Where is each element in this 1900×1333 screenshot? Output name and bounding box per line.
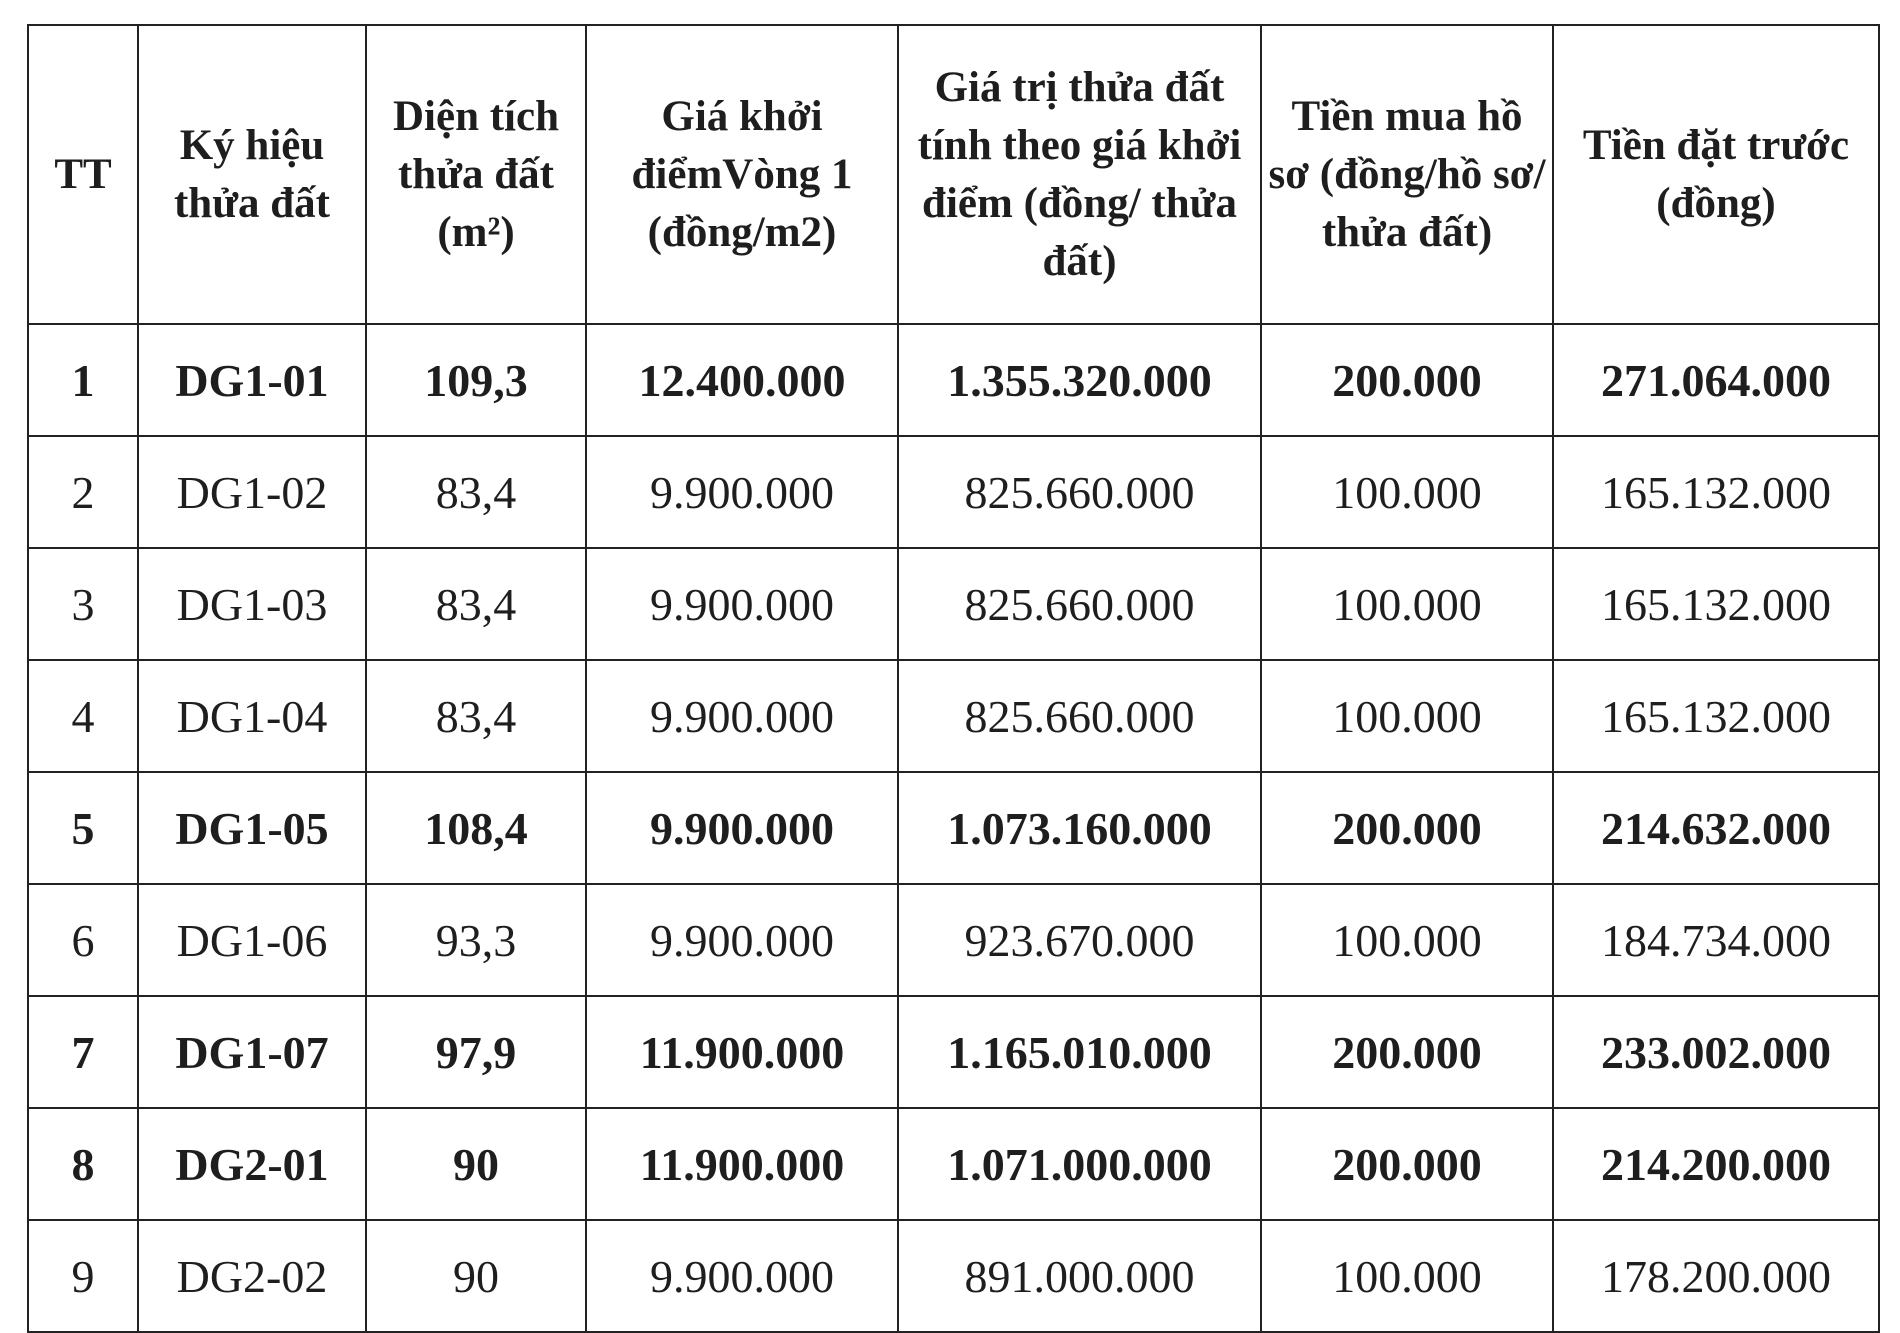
- table-cell: DG1-04: [137, 659, 367, 773]
- table-cell: DG2-02: [137, 1219, 367, 1333]
- table-cell: 165.132.000: [1552, 547, 1880, 661]
- table-row: 4 DG1-04 83,4 9.900.000 825.660.000 100.000 16…: [27, 659, 1880, 773]
- table-cell: 1: [27, 323, 139, 437]
- header-cell: Diện tích thửa đất (m²): [365, 24, 587, 325]
- table-cell: DG1-02: [137, 435, 367, 549]
- table-cell: DG1-03: [137, 547, 367, 661]
- table-cell: 165.132.000: [1552, 659, 1880, 773]
- table-cell: DG1-06: [137, 883, 367, 997]
- table-cell: 1.165.010.000: [897, 995, 1262, 1109]
- table-cell: 825.660.000: [897, 659, 1262, 773]
- table-row: 3 DG1-03 83,4 9.900.000 825.660.000 100.000 16…: [27, 547, 1880, 661]
- table-cell: 109,3: [365, 323, 587, 437]
- table-cell: 233.002.000: [1552, 995, 1880, 1109]
- table-cell: 1.071.000.000: [897, 1107, 1262, 1221]
- table-cell: DG1-01: [137, 323, 367, 437]
- table-cell: 9.900.000: [585, 771, 899, 885]
- table-cell: 3: [27, 547, 139, 661]
- table-cell: 8: [27, 1107, 139, 1221]
- table-cell: 165.132.000: [1552, 435, 1880, 549]
- table-cell: 9.900.000: [585, 435, 899, 549]
- table-cell: 214.632.000: [1552, 771, 1880, 885]
- table-row: 9 DG2-02 90 9.900.000 891.000.000 100.000 178.…: [27, 1219, 1880, 1333]
- table-cell: 2: [27, 435, 139, 549]
- table-cell: 90: [365, 1219, 587, 1333]
- table-cell: 93,3: [365, 883, 587, 997]
- header-cell: Tiền đặt trước (đồng): [1552, 24, 1880, 325]
- table-cell: 7: [27, 995, 139, 1109]
- table-cell: 923.670.000: [897, 883, 1262, 997]
- table-cell: 9: [27, 1219, 139, 1333]
- header-cell: Giá khởi điểmVòng 1 (đồng/m2): [585, 24, 899, 325]
- table-cell: 90: [365, 1107, 587, 1221]
- table-cell: 12.400.000: [585, 323, 899, 437]
- table-cell: 1.355.320.000: [897, 323, 1262, 437]
- table-cell: 9.900.000: [585, 883, 899, 997]
- header-cell: Giá trị thửa đất tính theo giá khởi điểm…: [897, 24, 1262, 325]
- table-cell: 97,9: [365, 995, 587, 1109]
- table-cell: 9.900.000: [585, 659, 899, 773]
- table-cell: 100.000: [1260, 883, 1554, 997]
- table-cell: 100.000: [1260, 435, 1554, 549]
- table-row: 7 DG1-07 97,9 11.900.000 1.165.010.000 200.00…: [27, 995, 1880, 1109]
- table-cell: 1.073.160.000: [897, 771, 1262, 885]
- table-cell: 11.900.000: [585, 995, 899, 1109]
- header-row: TT Ký hiệu thửa đất Diện tích thửa đất (m²…: [27, 24, 1880, 325]
- table-cell: 108,4: [365, 771, 587, 885]
- table-cell: 4: [27, 659, 139, 773]
- table-cell: 9.900.000: [585, 1219, 899, 1333]
- table-cell: 891.000.000: [897, 1219, 1262, 1333]
- land-table: TT Ký hiệu thửa đất Diện tích thửa đất (m²…: [27, 24, 1880, 1333]
- table-row: 1 DG1-01 109,3 12.400.000 1.355.320.000 200.0…: [27, 323, 1880, 437]
- table-cell: 200.000: [1260, 1107, 1554, 1221]
- table-cell: 83,4: [365, 659, 587, 773]
- table-row: 5 DG1-05 108,4 9.900.000 1.073.160.000 200.00…: [27, 771, 1880, 885]
- table-cell: 178.200.000: [1552, 1219, 1880, 1333]
- table-cell: 184.734.000: [1552, 883, 1880, 997]
- table-cell: 11.900.000: [585, 1107, 899, 1221]
- table-cell: 83,4: [365, 435, 587, 549]
- table-cell: 825.660.000: [897, 547, 1262, 661]
- table-cell: 83,4: [365, 547, 587, 661]
- table-cell: 5: [27, 771, 139, 885]
- table-cell: 214.200.000: [1552, 1107, 1880, 1221]
- header-cell: Ký hiệu thửa đất: [137, 24, 367, 325]
- table-cell: DG1-07: [137, 995, 367, 1109]
- table-cell: 271.064.000: [1552, 323, 1880, 437]
- table-cell: 9.900.000: [585, 547, 899, 661]
- table-cell: DG2-01: [137, 1107, 367, 1221]
- table-cell: 100.000: [1260, 1219, 1554, 1333]
- table-cell: 200.000: [1260, 995, 1554, 1109]
- table-cell: 200.000: [1260, 771, 1554, 885]
- table-cell: 825.660.000: [897, 435, 1262, 549]
- table-row: 6 DG1-06 93,3 9.900.000 923.670.000 100.000 18…: [27, 883, 1880, 997]
- table-cell: 200.000: [1260, 323, 1554, 437]
- table-row: 2 DG1-02 83,4 9.900.000 825.660.000 100.000 16…: [27, 435, 1880, 549]
- table-cell: 100.000: [1260, 547, 1554, 661]
- table-cell: DG1-05: [137, 771, 367, 885]
- table-cell: 100.000: [1260, 659, 1554, 773]
- header-cell: Tiền mua hồ sơ (đồng/hồ sơ/ thửa đất): [1260, 24, 1554, 325]
- header-cell: TT: [27, 24, 139, 325]
- table-row: 8 DG2-01 90 11.900.000 1.071.000.000 200.000 2…: [27, 1107, 1880, 1221]
- table-cell: 6: [27, 883, 139, 997]
